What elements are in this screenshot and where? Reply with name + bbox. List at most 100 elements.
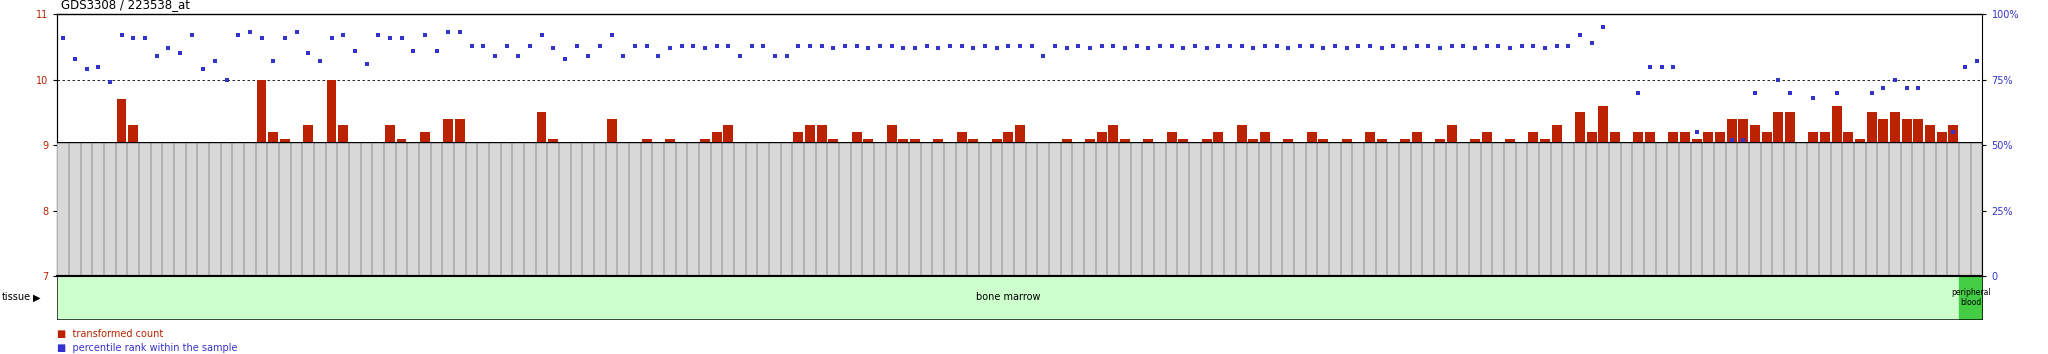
Point	[47, 35, 80, 41]
Bar	[606, 119, 616, 276]
Bar	[70, 165, 80, 276]
Point	[1622, 90, 1655, 96]
Point	[981, 45, 1014, 51]
Bar	[1202, 139, 1212, 276]
Point	[1937, 129, 1970, 135]
Bar	[397, 139, 406, 276]
Bar	[1610, 132, 1620, 276]
Point	[350, 61, 383, 67]
Bar	[1786, 113, 1794, 276]
Bar	[1051, 145, 1061, 276]
Bar	[479, 145, 487, 276]
Point	[1249, 43, 1282, 48]
Bar	[1761, 132, 1772, 276]
Bar	[864, 139, 872, 276]
Point	[479, 53, 512, 59]
Point	[489, 43, 522, 48]
Bar	[315, 184, 326, 276]
Point	[117, 35, 150, 41]
Point	[782, 43, 815, 48]
Bar	[1960, 178, 1970, 276]
Point	[922, 45, 954, 51]
Point	[1120, 43, 1153, 48]
Point	[256, 58, 289, 64]
Bar	[1575, 113, 1585, 276]
Point	[1085, 43, 1118, 48]
Bar	[676, 145, 686, 276]
Bar	[338, 125, 348, 276]
Point	[1178, 43, 1210, 48]
Point	[1319, 43, 1352, 48]
Point	[1108, 45, 1141, 51]
Point	[444, 30, 477, 35]
Bar	[969, 139, 979, 276]
Bar	[584, 158, 594, 276]
Bar	[57, 171, 68, 276]
Bar	[1493, 145, 1503, 276]
Bar	[1016, 125, 1024, 276]
Bar	[1038, 152, 1049, 276]
Bar	[537, 113, 547, 276]
Point	[1493, 45, 1526, 51]
Bar	[1423, 145, 1434, 276]
Point	[571, 53, 604, 59]
Bar	[1096, 132, 1106, 276]
Point	[408, 32, 440, 38]
Bar	[514, 178, 522, 276]
Point	[1948, 64, 1980, 69]
Bar	[1272, 145, 1282, 276]
Point	[1716, 137, 1749, 143]
Bar	[326, 80, 336, 276]
Point	[817, 45, 850, 51]
Point	[653, 45, 686, 51]
Point	[1960, 58, 1993, 64]
Bar	[723, 125, 733, 276]
Point	[1890, 85, 1923, 90]
Point	[735, 43, 768, 48]
Bar	[408, 152, 418, 276]
Point	[1190, 45, 1223, 51]
Bar	[1212, 132, 1223, 276]
Bar	[631, 145, 639, 276]
Point	[909, 43, 942, 48]
Point	[641, 53, 674, 59]
Point	[1214, 43, 1247, 48]
Bar	[1913, 119, 1923, 276]
Point	[1704, 200, 1737, 206]
Point	[1051, 45, 1083, 51]
Point	[1669, 234, 1702, 240]
Bar	[152, 237, 162, 276]
Bar	[1692, 139, 1702, 276]
Point	[688, 45, 721, 51]
Point	[676, 43, 709, 48]
Point	[1774, 90, 1806, 96]
Bar	[82, 152, 92, 276]
Point	[969, 43, 1001, 48]
Point	[770, 53, 803, 59]
Bar	[1587, 132, 1597, 276]
Bar	[1260, 132, 1270, 276]
Point	[176, 32, 209, 38]
Point	[1073, 45, 1106, 51]
Bar	[991, 139, 1001, 276]
Point	[1726, 137, 1759, 143]
Bar	[748, 145, 756, 276]
Point	[1843, 182, 1876, 187]
Bar	[129, 125, 137, 276]
Point	[874, 43, 907, 48]
Bar	[1411, 132, 1421, 276]
Point	[233, 30, 266, 35]
Bar	[571, 145, 582, 276]
Point	[829, 43, 862, 48]
Point	[1786, 221, 1819, 227]
Bar	[1948, 125, 1958, 276]
Bar	[139, 152, 150, 276]
Bar	[618, 158, 629, 276]
Bar	[1307, 132, 1317, 276]
Bar	[782, 158, 791, 276]
Bar	[934, 139, 944, 276]
Text: peripheral
blood: peripheral blood	[1952, 288, 1991, 307]
Bar	[1552, 125, 1561, 276]
Point	[338, 48, 371, 54]
Bar	[1645, 132, 1655, 276]
